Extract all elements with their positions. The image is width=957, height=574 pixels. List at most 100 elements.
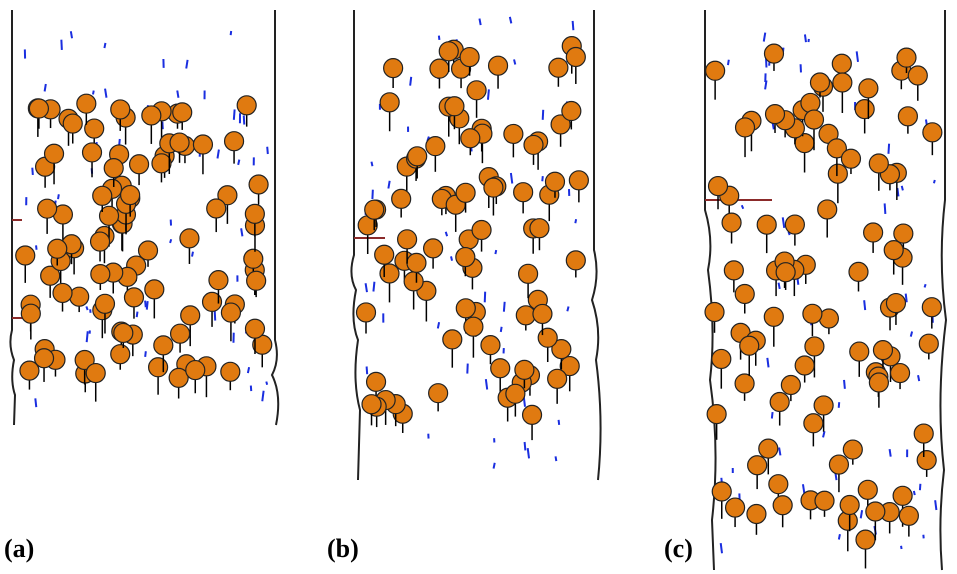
- particle: [236, 95, 257, 116]
- particle: [780, 374, 801, 396]
- particle: [711, 348, 732, 370]
- particle: [28, 98, 50, 119]
- particle: [43, 143, 65, 164]
- flow-vector: [486, 89, 490, 100]
- particle: [466, 80, 487, 101]
- particle: [802, 303, 823, 324]
- particle: [185, 359, 206, 381]
- particle: [37, 198, 58, 219]
- particle: [85, 362, 106, 384]
- particle: [172, 102, 193, 123]
- particle: [705, 60, 726, 81]
- particle: [706, 404, 727, 425]
- particle: [922, 122, 943, 143]
- flow-vector: [237, 159, 241, 166]
- flow-vector: [863, 300, 867, 311]
- particle: [517, 263, 539, 284]
- particle: [463, 316, 484, 337]
- particle: [147, 357, 169, 378]
- particle: [897, 106, 918, 127]
- particle: [383, 57, 404, 79]
- particle: [831, 53, 852, 74]
- flow-vector: [492, 462, 496, 469]
- particle: [169, 132, 190, 153]
- flow-vector: [526, 447, 531, 459]
- particle: [513, 182, 534, 203]
- wall: [350, 10, 362, 481]
- particle: [192, 134, 214, 155]
- particle: [151, 153, 172, 174]
- particle: [758, 438, 779, 459]
- flow-vector: [557, 419, 561, 425]
- particle: [113, 322, 134, 344]
- particle: [868, 372, 889, 393]
- particle: [734, 117, 756, 138]
- particle: [365, 371, 387, 392]
- flow-vector: [900, 185, 904, 191]
- particle: [817, 199, 838, 220]
- particle: [723, 260, 744, 281]
- flow-vector: [34, 398, 38, 408]
- particle: [724, 497, 746, 518]
- particle: [529, 218, 550, 239]
- particle: [849, 341, 870, 362]
- flow-vector: [571, 20, 575, 31]
- flow-vector: [364, 283, 368, 293]
- particle: [94, 293, 116, 314]
- particle: [523, 134, 544, 156]
- flow-vector: [766, 357, 770, 368]
- wall: [939, 10, 948, 571]
- flow-vector: [888, 448, 892, 457]
- flow-vector: [934, 500, 938, 511]
- particle: [868, 153, 889, 174]
- flow-vector: [883, 203, 887, 215]
- particle: [33, 348, 55, 369]
- particle: [74, 349, 95, 371]
- flow-vector: [523, 441, 527, 451]
- particle: [892, 485, 913, 506]
- particle: [379, 92, 400, 113]
- particle: [223, 131, 245, 152]
- particle: [438, 41, 459, 62]
- particle: [855, 529, 876, 550]
- flow-vector: [777, 282, 781, 290]
- particle: [47, 238, 68, 259]
- flow-vector: [387, 180, 391, 189]
- particle: [505, 383, 526, 404]
- particle: [568, 170, 589, 191]
- particle: [559, 355, 580, 377]
- particle: [248, 174, 269, 195]
- flow-vector: [762, 32, 767, 42]
- flow-vector: [57, 194, 60, 200]
- flow-vector: [104, 88, 108, 98]
- flow-vector: [726, 59, 730, 66]
- panel-b: (b): [327, 10, 602, 563]
- flow-vector: [232, 109, 236, 120]
- flow-vector: [92, 90, 95, 95]
- particle: [355, 302, 377, 323]
- particle: [168, 367, 189, 388]
- particle: [128, 154, 150, 175]
- particle: [120, 184, 141, 206]
- flow-vector: [261, 390, 265, 402]
- flow-vector: [85, 331, 89, 343]
- particle: [153, 335, 174, 356]
- flow-vector: [242, 115, 246, 125]
- particle: [76, 93, 97, 114]
- flow-vector: [145, 301, 149, 310]
- particle: [839, 494, 860, 516]
- particle: [460, 128, 481, 149]
- particle: [561, 100, 582, 122]
- flow-vector: [144, 351, 147, 357]
- particle: [734, 373, 755, 394]
- particle: [217, 185, 238, 206]
- flow-vector: [144, 300, 147, 308]
- flow-vector: [509, 172, 514, 184]
- particle: [169, 323, 191, 344]
- particle: [827, 163, 848, 184]
- particle: [244, 318, 266, 339]
- flow-vector: [169, 238, 173, 244]
- flow-vector: [917, 375, 921, 382]
- particle: [503, 123, 524, 145]
- flow-vector: [216, 149, 220, 159]
